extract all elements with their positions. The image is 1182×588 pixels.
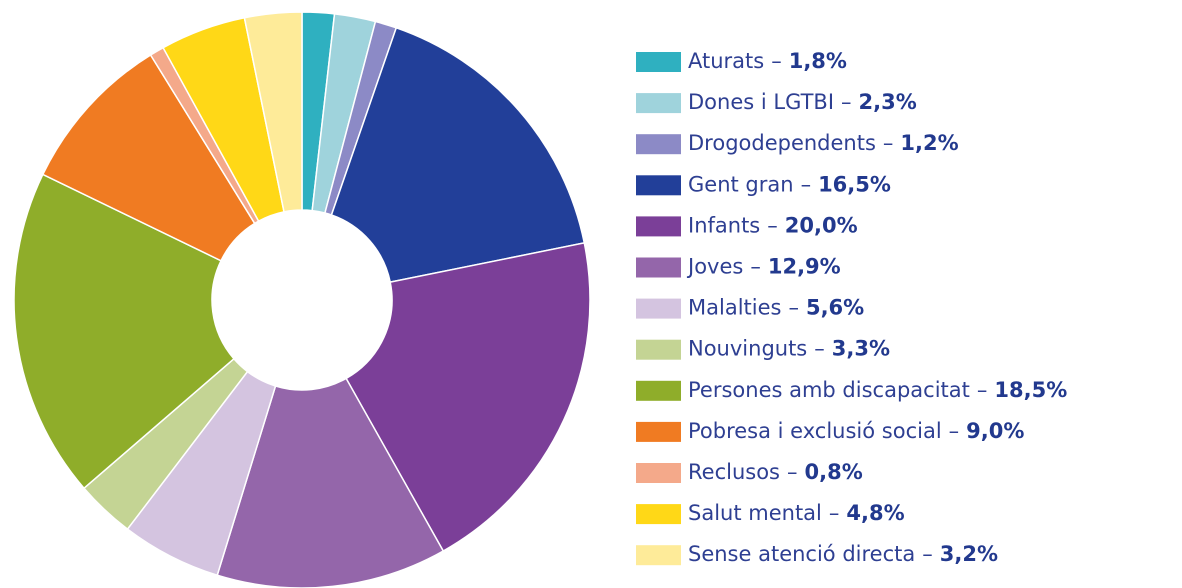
legend-category: Pobresa i exclusió social (688, 419, 942, 443)
legend-swatch (636, 504, 681, 525)
legend-value: 3,2% (940, 542, 998, 566)
legend-label: Persones amb discapacitat –18,5% (688, 378, 1067, 402)
legend-swatch (636, 339, 681, 360)
legend-label: Nouvinguts –3,3% (688, 337, 890, 361)
legend-separator: – (829, 501, 840, 525)
legend-category: Gent gran (688, 172, 794, 196)
pie-slice (345, 241, 591, 553)
legend-separator: – (814, 337, 825, 361)
legend-category: Infants (688, 213, 760, 237)
legend-separator: – (767, 213, 778, 237)
legend-value: 3,3% (832, 337, 890, 361)
pie-slice (41, 53, 256, 262)
legend-separator: – (841, 90, 852, 114)
legend-swatch (636, 545, 681, 566)
legend-category: Dones i LGTBI (688, 90, 834, 114)
legend-label: Malalties –5,6% (688, 296, 864, 320)
legend-category: Persones amb discapacitat (688, 378, 970, 402)
pie-slice (330, 26, 586, 284)
legend-separator: – (771, 49, 782, 73)
legend-separator: – (977, 378, 988, 402)
legend-swatch (636, 257, 681, 278)
legend-separator: – (788, 296, 799, 320)
legend-swatch (636, 216, 681, 237)
legend-value: 4,8% (846, 501, 904, 525)
legend-category: Joves (686, 255, 743, 279)
legend-category: Reclusos (688, 460, 780, 484)
legend-category: Aturats (688, 49, 764, 73)
legend-value: 1,8% (789, 49, 847, 73)
legend-separator: – (922, 542, 933, 566)
legend-value: 20,0% (785, 213, 858, 237)
legend-swatch (636, 380, 681, 401)
legend-separator: – (949, 419, 960, 443)
legend-label: Pobresa i exclusió social –9,0% (688, 419, 1024, 443)
legend-value: 12,9% (768, 255, 841, 279)
legend-swatch (636, 463, 681, 483)
legend-label: Drogodependents –1,2% (688, 131, 959, 155)
legend-separator: – (801, 172, 812, 196)
legend-value: 1,2% (900, 131, 958, 155)
pie-slice (13, 173, 235, 490)
legend-swatch (636, 52, 681, 72)
legend-label: Reclusos –0,8% (688, 460, 863, 484)
legend-swatch (636, 421, 681, 442)
legend-category: Drogodependents (688, 131, 876, 155)
pie-slice (216, 377, 445, 588)
legend-value: 9,0% (966, 419, 1024, 443)
legend-category: Sense atenció directa (688, 542, 915, 566)
legend-label: Joves –12,9% (686, 255, 841, 279)
legend-label: Dones i LGTBI –2,3% (688, 90, 917, 114)
legend-value: 2,3% (859, 90, 917, 114)
legend-label: Gent gran –16,5% (688, 172, 891, 196)
legend-value: 18,5% (994, 378, 1067, 402)
legend-category: Salut mental (688, 501, 822, 525)
legend-category: Nouvinguts (688, 337, 807, 361)
legend-separator: – (883, 131, 894, 155)
legend-value: 16,5% (818, 172, 891, 196)
pie-slice (243, 11, 303, 213)
legend-label: Salut mental –4,8% (688, 501, 905, 525)
legend-value: 0,8% (805, 460, 863, 484)
legend-swatch (636, 175, 681, 196)
legend-swatch (636, 298, 681, 319)
legend-label: Aturats –1,8% (688, 49, 847, 73)
legend-label: Sense atenció directa –3,2% (688, 542, 998, 566)
legend-value: 5,6% (806, 296, 864, 320)
legend-swatch (636, 93, 681, 114)
legend-swatch (636, 134, 681, 155)
legend-separator: – (787, 460, 798, 484)
legend-label: Infants –20,0% (688, 213, 858, 237)
legend-separator: – (750, 255, 761, 279)
legend-category: Malalties (688, 296, 781, 320)
